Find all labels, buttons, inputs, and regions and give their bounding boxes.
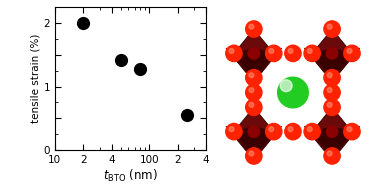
Point bbox=[80, 22, 86, 25]
Polygon shape bbox=[234, 29, 274, 53]
Circle shape bbox=[307, 127, 312, 132]
Circle shape bbox=[344, 123, 360, 140]
Polygon shape bbox=[226, 48, 254, 78]
Circle shape bbox=[304, 123, 320, 140]
Circle shape bbox=[229, 127, 234, 132]
Point bbox=[184, 114, 190, 117]
Circle shape bbox=[249, 151, 254, 156]
Circle shape bbox=[246, 70, 262, 86]
Circle shape bbox=[326, 48, 338, 59]
Circle shape bbox=[269, 48, 274, 53]
Circle shape bbox=[277, 77, 308, 108]
X-axis label: $\mathit{t}_\mathrm{BTO}$ (nm): $\mathit{t}_\mathrm{BTO}$ (nm) bbox=[103, 167, 158, 184]
Polygon shape bbox=[312, 127, 352, 156]
Circle shape bbox=[288, 127, 293, 132]
Circle shape bbox=[246, 148, 262, 164]
Circle shape bbox=[226, 45, 242, 62]
Circle shape bbox=[324, 70, 340, 86]
Circle shape bbox=[266, 45, 282, 62]
Circle shape bbox=[285, 123, 301, 140]
Circle shape bbox=[288, 48, 293, 53]
Circle shape bbox=[248, 48, 260, 59]
Circle shape bbox=[327, 151, 332, 156]
Circle shape bbox=[324, 99, 340, 115]
Circle shape bbox=[249, 73, 254, 78]
Polygon shape bbox=[254, 126, 282, 156]
Polygon shape bbox=[234, 48, 274, 78]
Polygon shape bbox=[332, 126, 360, 156]
Polygon shape bbox=[254, 48, 282, 78]
Circle shape bbox=[229, 48, 234, 53]
Circle shape bbox=[347, 48, 352, 53]
Polygon shape bbox=[304, 126, 332, 156]
Circle shape bbox=[226, 123, 242, 140]
Circle shape bbox=[344, 45, 360, 62]
Circle shape bbox=[249, 24, 254, 29]
Point bbox=[137, 67, 143, 70]
Circle shape bbox=[246, 99, 262, 115]
Polygon shape bbox=[234, 127, 274, 156]
Circle shape bbox=[324, 84, 340, 101]
Circle shape bbox=[249, 102, 254, 107]
Circle shape bbox=[266, 123, 282, 140]
Polygon shape bbox=[234, 107, 274, 132]
Circle shape bbox=[304, 45, 320, 62]
Circle shape bbox=[269, 127, 274, 132]
Circle shape bbox=[285, 45, 301, 62]
Circle shape bbox=[347, 127, 352, 132]
Circle shape bbox=[248, 126, 260, 137]
Point bbox=[118, 58, 124, 61]
Circle shape bbox=[327, 102, 332, 107]
Circle shape bbox=[246, 21, 262, 37]
Polygon shape bbox=[312, 48, 352, 78]
Circle shape bbox=[280, 80, 292, 92]
Circle shape bbox=[327, 73, 332, 78]
Circle shape bbox=[324, 21, 340, 37]
Circle shape bbox=[327, 24, 332, 29]
Circle shape bbox=[249, 88, 254, 92]
Circle shape bbox=[307, 48, 312, 53]
Polygon shape bbox=[332, 48, 360, 78]
Polygon shape bbox=[312, 29, 352, 53]
Circle shape bbox=[246, 84, 262, 101]
Circle shape bbox=[324, 148, 340, 164]
Polygon shape bbox=[304, 48, 332, 78]
Polygon shape bbox=[312, 107, 352, 132]
Y-axis label: tensile strain (%): tensile strain (%) bbox=[31, 34, 40, 123]
Polygon shape bbox=[226, 126, 254, 156]
Circle shape bbox=[327, 88, 332, 92]
Circle shape bbox=[326, 126, 338, 137]
